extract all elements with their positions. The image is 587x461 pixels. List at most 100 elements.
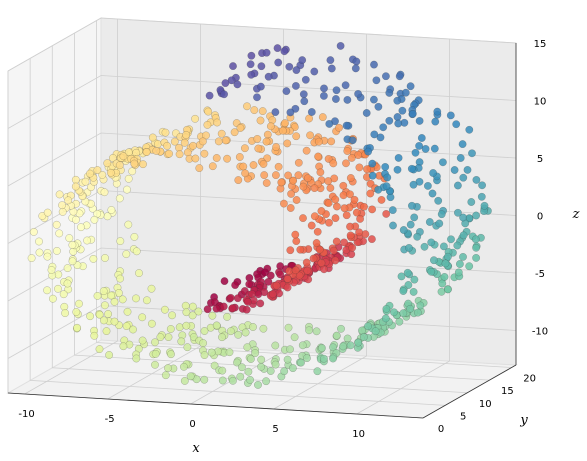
scatter-point	[61, 309, 69, 317]
scatter-point	[147, 284, 156, 293]
scatter-point	[406, 82, 415, 91]
z-tick-label: 10	[534, 97, 547, 108]
scatter-point	[363, 165, 371, 174]
scatter-point	[325, 218, 333, 227]
scatter-point	[240, 144, 249, 153]
scatter-point	[346, 341, 355, 350]
scatter-point	[316, 168, 325, 177]
scatter-point	[200, 351, 209, 359]
scatter-point	[312, 327, 321, 336]
scatter-point	[416, 301, 425, 310]
scatter-point	[331, 95, 340, 103]
scatter-point	[148, 133, 157, 142]
scatter-point	[205, 91, 214, 100]
scatter-point	[231, 281, 240, 289]
scatter-point	[315, 245, 324, 254]
scatter-point	[223, 154, 232, 163]
scatter-point	[283, 274, 292, 283]
scatter-point	[381, 72, 390, 81]
scatter-point	[198, 137, 207, 146]
scatter-point	[263, 130, 272, 139]
scatter-point	[282, 87, 291, 96]
scatter-point	[331, 214, 340, 223]
scatter-point	[346, 231, 355, 240]
scatter-point	[404, 281, 413, 289]
scatter-point	[393, 113, 402, 121]
scatter-point	[161, 371, 170, 380]
scatter-point	[93, 291, 102, 300]
scatter-point	[368, 205, 376, 214]
scatter-point	[202, 131, 210, 140]
x-grid-line	[24, 19, 118, 395]
scatter-point	[194, 307, 203, 316]
scatter-point	[467, 198, 476, 206]
x-axis-label: x	[192, 441, 200, 456]
scatter-point	[219, 302, 228, 311]
scatter-point	[351, 64, 360, 73]
scatter-point	[151, 349, 160, 358]
scatter-point	[292, 132, 301, 141]
scatter-point	[208, 311, 217, 320]
z-axis-label: z	[572, 207, 580, 222]
scatter-point	[226, 327, 235, 336]
scatter-point	[296, 245, 305, 254]
scatter-point	[119, 342, 128, 351]
scatter-point	[243, 102, 251, 111]
scatter-point	[299, 90, 308, 99]
scatter-point	[161, 128, 170, 137]
scatter-point	[359, 333, 368, 341]
scatter-point	[468, 149, 476, 158]
scatter-point	[372, 76, 381, 85]
scatter-point	[264, 72, 273, 81]
scatter-point	[450, 166, 459, 174]
scatter-point	[189, 333, 198, 341]
scatter-point	[292, 196, 301, 204]
scatter-point	[453, 241, 462, 250]
scatter-point	[332, 86, 341, 95]
scatter-point	[253, 134, 262, 143]
scatter-point	[29, 227, 38, 236]
scatter-point	[160, 305, 169, 314]
scatter-point	[142, 148, 151, 156]
scatter-point	[306, 131, 314, 140]
scatter-point	[274, 162, 283, 171]
scatter-point	[394, 153, 403, 162]
scatter-point	[456, 154, 465, 162]
scatter-point	[226, 293, 235, 302]
scatter-point	[272, 281, 281, 290]
scatter-point	[319, 92, 328, 100]
scatter-point	[459, 252, 467, 261]
scatter-point	[439, 242, 448, 251]
scatter-point	[399, 226, 408, 234]
scatter-point	[415, 177, 424, 186]
scatter-point	[218, 333, 226, 342]
scatter-point	[234, 330, 243, 339]
scatter-point	[403, 268, 412, 277]
scatter-point	[90, 215, 99, 224]
scatter-point	[217, 129, 226, 138]
tick-labels: -10 -5 0 5 10 0 5 10 15 20 -10 -5 0 5 10 15	[18, 39, 548, 440]
y-grid-line	[29, 58, 446, 406]
scatter-point	[254, 144, 263, 153]
scatter-point	[110, 317, 119, 326]
scatter-point	[343, 147, 352, 155]
scatter-point	[54, 284, 62, 293]
scatter-point	[207, 348, 216, 357]
scatter-point	[71, 182, 80, 191]
scatter-point	[388, 206, 397, 215]
scatter-point	[382, 304, 391, 313]
scatter-point	[425, 218, 434, 226]
scatter-point	[233, 80, 242, 89]
scatter-point	[105, 351, 114, 359]
scatter-point	[71, 175, 80, 184]
scatter-point	[300, 97, 309, 106]
scatter-point	[115, 161, 124, 170]
scatter-point	[49, 294, 57, 303]
scatter-point	[472, 253, 480, 262]
scatter-point	[452, 120, 461, 129]
scatter-point	[218, 376, 227, 385]
scatter-point	[180, 376, 189, 385]
scatter-point	[331, 256, 340, 265]
scatter-point	[167, 350, 175, 359]
scatter-point	[401, 88, 410, 97]
